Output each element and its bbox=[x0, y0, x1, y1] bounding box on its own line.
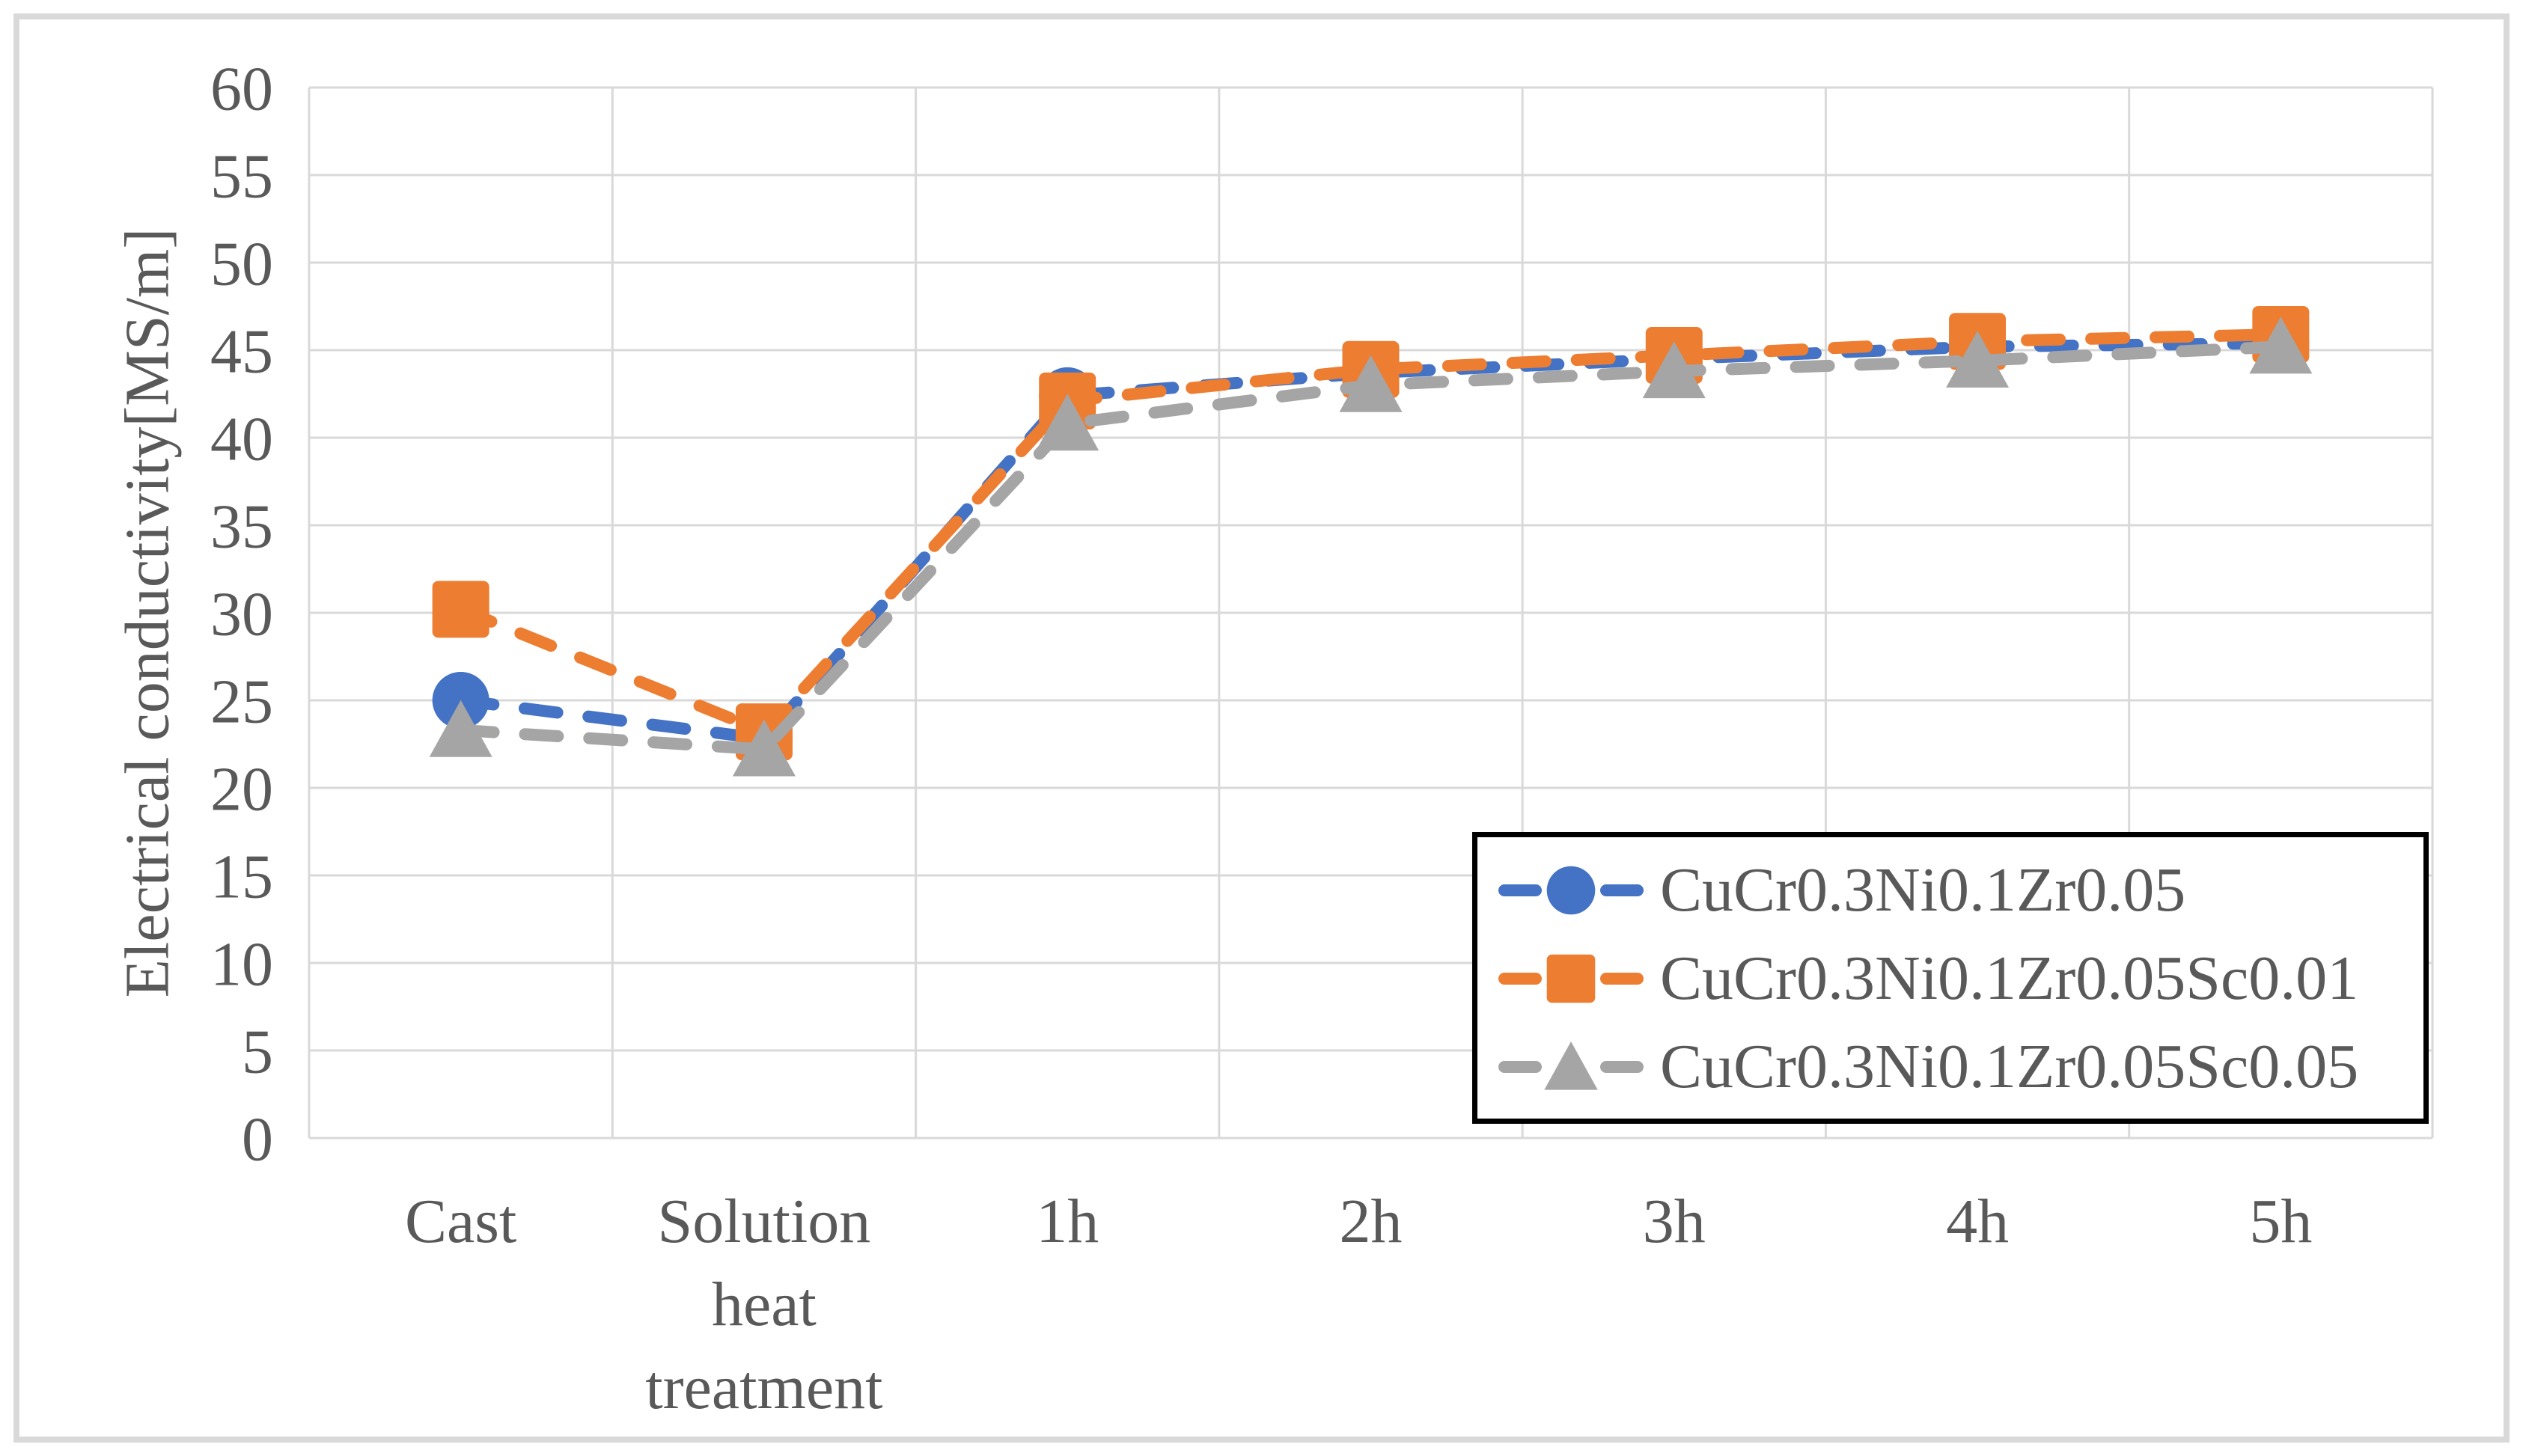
y-tick-label: 50 bbox=[210, 229, 273, 299]
data-point-marker-triangle bbox=[1946, 331, 2010, 388]
legend-marker-triangle-icon bbox=[1498, 1041, 1644, 1090]
y-tick-label: 60 bbox=[210, 54, 273, 123]
y-tick-label: 35 bbox=[210, 492, 273, 561]
data-point-marker-square bbox=[432, 581, 489, 638]
x-category-label: 4h bbox=[1946, 1187, 2009, 1256]
legend-label: CuCr0.3Ni0.1Zr0.05 bbox=[1660, 855, 2186, 925]
data-point-marker-triangle bbox=[2249, 316, 2313, 374]
x-category-label: 1h bbox=[1036, 1187, 1099, 1256]
y-tick-label: 5 bbox=[242, 1017, 273, 1086]
y-axis-title: Electrical conductivity[MS/m] bbox=[112, 228, 182, 998]
y-tick-label: 40 bbox=[210, 404, 273, 474]
y-tick-label: 0 bbox=[242, 1104, 273, 1174]
data-point-marker-square bbox=[1546, 954, 1596, 1003]
legend: CuCr0.3Ni0.1Zr0.05 CuCr0.3Ni0.1Zr0.05Sc0.… bbox=[1472, 832, 2429, 1124]
legend-item-2: CuCr0.3Ni0.1Zr0.05Sc0.05 bbox=[1492, 1023, 2416, 1111]
x-category-label: Cast bbox=[405, 1187, 516, 1256]
series-layer bbox=[429, 305, 2313, 777]
y-tick-label: 55 bbox=[210, 141, 273, 211]
legend-item-0: CuCr0.3Ni0.1Zr0.05 bbox=[1492, 846, 2416, 935]
x-category-label: 2h bbox=[1340, 1187, 1403, 1256]
y-tick-label: 30 bbox=[210, 579, 273, 649]
legend-item-1: CuCr0.3Ni0.1Zr0.05Sc0.01 bbox=[1492, 935, 2416, 1023]
y-tick-label: 45 bbox=[210, 316, 273, 386]
data-point-marker-triangle bbox=[732, 719, 796, 777]
legend-label: CuCr0.3Ni0.1Zr0.05Sc0.01 bbox=[1660, 943, 2359, 1013]
x-category-label: Solution heat treatment bbox=[645, 1187, 882, 1422]
y-tick-label: 20 bbox=[210, 754, 273, 824]
data-point-marker-triangle bbox=[429, 700, 492, 757]
data-point-marker-triangle bbox=[1642, 341, 1706, 399]
data-point-marker-triangle bbox=[1036, 394, 1099, 451]
y-tick-label: 15 bbox=[210, 842, 273, 911]
legend-marker-circle-icon bbox=[1498, 866, 1644, 915]
y-tick-label: 25 bbox=[210, 667, 273, 736]
data-point-marker-circle bbox=[1546, 866, 1596, 915]
y-axis-tick-labels: 0 5 10 15 20 25 30 35 40 45 50 55 60 bbox=[210, 54, 273, 1174]
y-tick-label: 10 bbox=[210, 929, 273, 999]
series-2 bbox=[429, 316, 2313, 777]
legend-label: CuCr0.3Ni0.1Zr0.05Sc0.05 bbox=[1660, 1032, 2359, 1101]
x-category-label: 3h bbox=[1643, 1187, 1706, 1256]
x-axis-category-labels: Cast Solution heat treatment 1h 2h 3h 4h 5h bbox=[405, 1187, 2312, 1422]
chart-outer-border bbox=[13, 13, 2510, 1443]
x-category-label: 5h bbox=[2249, 1187, 2312, 1256]
gridlines bbox=[308, 86, 2434, 1140]
legend-marker-square-icon bbox=[1498, 954, 1644, 1003]
data-point-marker-triangle bbox=[1544, 1041, 1598, 1090]
data-point-marker-triangle bbox=[1339, 355, 1403, 412]
